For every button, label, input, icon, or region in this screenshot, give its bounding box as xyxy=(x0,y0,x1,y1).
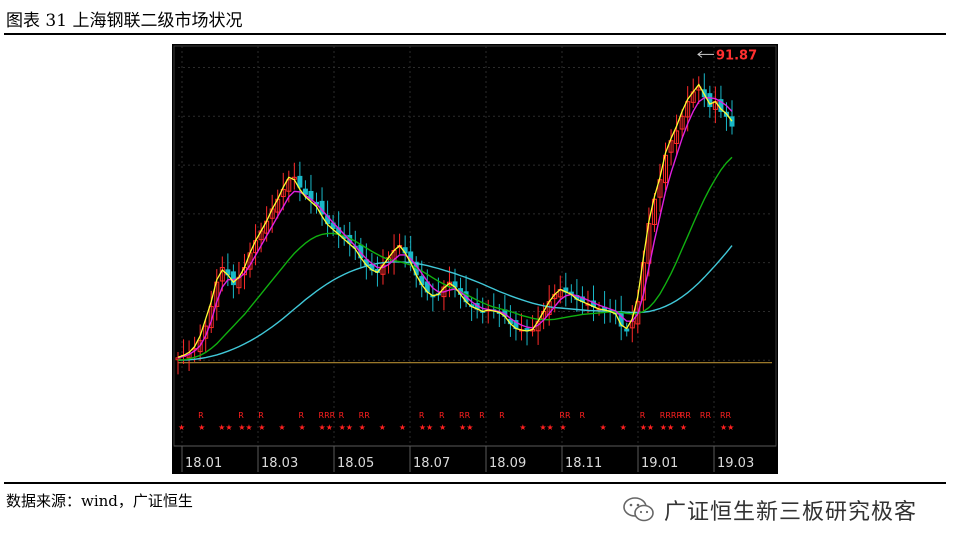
marker-r-label: R xyxy=(238,411,244,420)
marker-r-label: R xyxy=(198,411,204,420)
wechat-icon xyxy=(623,497,654,522)
watermark-text: 广证恒生新三板研究极客 xyxy=(664,500,918,525)
marker-star-label: ★★ xyxy=(640,423,654,432)
marker-r-label: R xyxy=(579,411,585,420)
candle-body xyxy=(640,262,646,301)
marker-r-label: R xyxy=(479,411,485,420)
marker-r-label: R xyxy=(640,411,646,420)
marker-star-label: ★ xyxy=(278,423,285,432)
candle-body xyxy=(624,328,630,332)
marker-r-label: R xyxy=(419,411,425,420)
marker-r-label: RR xyxy=(359,411,371,420)
marker-r-label: RR xyxy=(459,411,471,420)
candle-body xyxy=(230,271,236,286)
marker-r-label: R xyxy=(439,411,445,420)
marker-star-label: ★ xyxy=(620,423,627,432)
candle-body xyxy=(302,188,308,195)
marker-r-label: R xyxy=(339,411,345,420)
marker-r-label: RR xyxy=(680,411,692,420)
candle-body xyxy=(197,340,203,353)
marker-star-label: ★★ xyxy=(720,423,734,432)
marker-star-label: ★ xyxy=(298,423,305,432)
marker-star-label: ★ xyxy=(258,423,265,432)
candle-body xyxy=(208,306,214,329)
marker-star-label: ★ xyxy=(178,423,185,432)
x-tick-label: 18.01 xyxy=(185,456,222,471)
stock-chart: 91.87★R★ ★★R★★R★ ★R★RRR★★R★★RR★ ★ ★R★★R★RR★★… xyxy=(173,45,777,472)
candle-body xyxy=(685,101,691,118)
peak-label: 91.87 xyxy=(716,48,757,63)
marker-star-label: ★ xyxy=(399,423,406,432)
marker-star-label: ★★ xyxy=(660,423,674,432)
bottom-rule xyxy=(4,482,946,484)
marker-star-label: ★★ xyxy=(459,423,473,432)
marker-r-label: RRRR xyxy=(660,411,683,420)
x-tick-label: 18.09 xyxy=(489,456,526,471)
marker-r-label: RRR xyxy=(319,411,336,420)
marker-r-label: R xyxy=(499,411,505,420)
top-rule xyxy=(4,33,946,35)
marker-r-label: R xyxy=(258,411,264,420)
marker-r-label: RR xyxy=(700,411,712,420)
candle-body xyxy=(679,115,685,130)
figure-label: 图表 31 上海钢联二级市场状况 xyxy=(6,11,243,31)
candle-body xyxy=(280,188,286,198)
marker-star-label: ★ xyxy=(559,423,566,432)
marker-star-label: ★★ xyxy=(419,423,433,432)
marker-star-label: ★ xyxy=(379,423,386,432)
candle-body xyxy=(729,116,735,127)
marker-star-label: ★ xyxy=(439,423,446,432)
x-tick-label: 18.05 xyxy=(337,456,374,471)
marker-star-label: ★ xyxy=(198,423,205,432)
marker-star-label: ★ xyxy=(600,423,607,432)
figure-header: 图表 31 上海钢联二级市场状况 xyxy=(6,4,946,31)
stock-chart-panel: 91.87 ★ R ★ ★★ R ★★ R ★ ★ R ★ RRR ★★ R ★★ RR ★ ★ ★ R ★★ R ★ RR ★★… xyxy=(172,44,778,474)
marker-r-label: RR xyxy=(720,411,732,420)
marker-star-label: ★ xyxy=(359,423,366,432)
watermark: 广证恒生新三板研究极客 xyxy=(622,495,917,525)
x-tick-label: 18.11 xyxy=(565,456,602,471)
candle-body xyxy=(674,130,680,144)
candle-body xyxy=(297,175,303,188)
x-tick-label: 19.03 xyxy=(717,456,754,471)
candle-body xyxy=(668,140,674,153)
marker-star-label: ★ xyxy=(680,423,687,432)
x-tick-label: 18.07 xyxy=(413,456,450,471)
marker-r-label: RR xyxy=(559,411,571,420)
candle-body xyxy=(657,179,663,198)
ma-mid-line xyxy=(177,97,733,359)
marker-star-label: ★★ xyxy=(539,423,553,432)
peak-arrow xyxy=(697,50,703,58)
candle-body xyxy=(286,179,292,192)
marker-star-label: ★ xyxy=(519,423,526,432)
x-tick-label: 19.01 xyxy=(641,456,678,471)
marker-star-label: ★★ xyxy=(238,423,252,432)
source-note: 数据来源：wind，广证恒生 xyxy=(6,492,193,510)
marker-star-label: ★★ xyxy=(319,423,333,432)
marker-r-label: R xyxy=(298,411,304,420)
marker-star-label: ★★ xyxy=(218,423,232,432)
x-tick-label: 18.03 xyxy=(261,456,298,471)
marker-star-label: ★★ xyxy=(339,423,353,432)
ma-fast-line xyxy=(177,83,733,358)
